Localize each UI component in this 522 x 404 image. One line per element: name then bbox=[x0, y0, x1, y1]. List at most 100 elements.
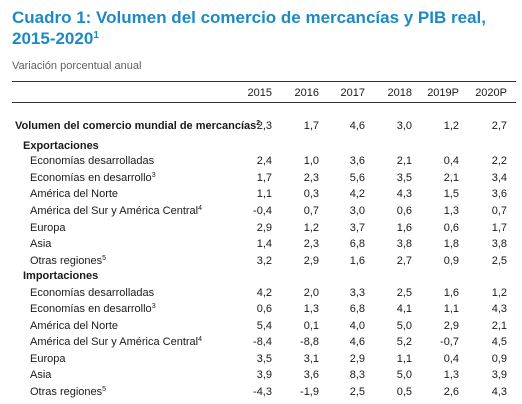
table-row: Asia 1,4 2,3 6,8 3,8 1,8 3,8 bbox=[0, 236, 522, 252]
table-row: Economías en desarrollo3 0,6 1,3 6,8 4,1 1,1 4… bbox=[0, 301, 522, 317]
cell-2019p: 0,6 bbox=[443, 222, 459, 234]
row-label-text: América del Norte bbox=[30, 188, 119, 200]
cell-2019p: 0,9 bbox=[443, 255, 459, 267]
row-label: Economías en desarrollo3 bbox=[30, 301, 156, 317]
cell-2019p: 1,8 bbox=[443, 238, 459, 250]
cell-2018: 2,7 bbox=[396, 255, 412, 267]
row-label-text: Otras regiones bbox=[30, 386, 103, 398]
cell-2020p: 1,2 bbox=[491, 287, 507, 299]
cell-2016: 1,7 bbox=[303, 120, 319, 132]
cell-2016: 0,3 bbox=[303, 188, 319, 200]
cell-2017: 3,6 bbox=[349, 155, 365, 167]
row-label-text: Europa bbox=[30, 353, 66, 365]
footnote-marker: 3 bbox=[151, 303, 156, 310]
cell-2019p: 2,9 bbox=[443, 320, 459, 332]
cell-2015: 1,7 bbox=[256, 172, 272, 184]
cell-2020p: 3,4 bbox=[491, 172, 507, 184]
row-label: Otras regiones5 bbox=[30, 253, 106, 269]
cell-2019p: 1,1 bbox=[443, 303, 459, 315]
header-rule bbox=[12, 102, 516, 103]
row-label: Otras regiones5 bbox=[30, 384, 106, 400]
cell-2020p: 2,7 bbox=[491, 120, 507, 132]
row-label-text: Economías en desarrollo bbox=[30, 172, 152, 184]
cell-2017: 5,6 bbox=[349, 172, 365, 184]
cell-2018: 2,1 bbox=[396, 155, 412, 167]
footnote-marker: 2 bbox=[256, 120, 261, 127]
cell-2019p: 2,6 bbox=[443, 386, 459, 398]
table-title: Cuadro 1: Volumen del comercio de mercan… bbox=[12, 7, 512, 49]
cell-2018: 4,3 bbox=[396, 188, 412, 200]
cell-2019p: 1,6 bbox=[443, 287, 459, 299]
footnote-marker: 5 bbox=[102, 386, 107, 393]
footnote-marker: 4 bbox=[198, 336, 203, 343]
cell-2015: 1,1 bbox=[256, 188, 272, 200]
cell-2015: 2,4 bbox=[256, 155, 272, 167]
table-subtitle: Variación porcentual anual bbox=[12, 60, 142, 72]
cell-2019p: 1,3 bbox=[443, 205, 459, 217]
cell-2019p: 0,4 bbox=[443, 155, 459, 167]
column-header-2019p: 2019P bbox=[427, 87, 459, 99]
cell-2020p: 0,9 bbox=[491, 353, 507, 365]
title-footnote-marker: 1 bbox=[93, 30, 99, 41]
cell-2017: 4,6 bbox=[349, 336, 365, 348]
cell-2015: 2,3 bbox=[256, 120, 272, 132]
table-row: América del Norte 5,4 0,1 4,0 5,0 2,9 2,1 bbox=[0, 318, 522, 334]
cell-2017: 4,2 bbox=[349, 188, 365, 200]
row-label: Economías desarrolladas bbox=[30, 285, 154, 301]
cell-2020p: 0,7 bbox=[491, 205, 507, 217]
cell-2017: 3,0 bbox=[349, 205, 365, 217]
cell-2018: 5,2 bbox=[396, 336, 412, 348]
cell-2017: 2,9 bbox=[349, 353, 365, 365]
row-label: América del Norte bbox=[30, 318, 118, 334]
cell-2016: -1,9 bbox=[300, 386, 319, 398]
cell-2018: 5,0 bbox=[396, 320, 412, 332]
column-header-2017: 2017 bbox=[340, 87, 365, 99]
cell-2017: 2,5 bbox=[349, 386, 365, 398]
row-label: América del Norte bbox=[30, 186, 118, 202]
cell-2015: 3,5 bbox=[256, 353, 272, 365]
column-header-2018: 2018 bbox=[387, 87, 412, 99]
cell-2020p: 2,1 bbox=[491, 320, 507, 332]
row-label: América del Sur y América Central4 bbox=[30, 334, 202, 350]
cell-2020p: 1,7 bbox=[491, 222, 507, 234]
cell-2018: 1,6 bbox=[396, 222, 412, 234]
cell-2016: 3,6 bbox=[303, 369, 319, 381]
cell-2018: 0,5 bbox=[396, 386, 412, 398]
section-row: Exportaciones bbox=[0, 138, 522, 154]
cell-2020p: 3,8 bbox=[491, 238, 507, 250]
cell-2017: 8,3 bbox=[349, 369, 365, 381]
column-header-2016: 2016 bbox=[294, 87, 319, 99]
row-label: Asia bbox=[30, 236, 51, 252]
row-label: Economías desarrolladas bbox=[30, 153, 154, 169]
cell-2017: 6,8 bbox=[349, 303, 365, 315]
cell-2019p: 2,1 bbox=[443, 172, 459, 184]
row-label-text: Asia bbox=[30, 238, 52, 250]
cell-2017: 4,6 bbox=[349, 120, 365, 132]
cell-2015: 4,2 bbox=[256, 287, 272, 299]
table-row: Economías desarrolladas 4,2 2,0 3,3 2,5 1,6 1,… bbox=[0, 285, 522, 301]
row-label-text: Importaciones bbox=[23, 270, 99, 282]
footnote-marker: 5 bbox=[102, 255, 107, 262]
cell-2016: 2,3 bbox=[303, 172, 319, 184]
cell-2016: 3,1 bbox=[303, 353, 319, 365]
table-row: Asia 3,9 3,6 8,3 5,0 1,3 3,9 bbox=[0, 367, 522, 383]
row-label: Economías en desarrollo3 bbox=[30, 170, 156, 186]
cell-2018: 3,5 bbox=[396, 172, 412, 184]
row-label: Volumen del comercio mundial de mercancí… bbox=[15, 118, 260, 134]
row-label: Europa bbox=[30, 351, 65, 367]
cell-2016: -8,8 bbox=[300, 336, 319, 348]
cell-2015: 3,9 bbox=[256, 369, 272, 381]
cell-2015: 5,4 bbox=[256, 320, 272, 332]
cell-2016: 0,1 bbox=[303, 320, 319, 332]
table-row: América del Sur y América Central4 -8,4 -8… bbox=[0, 334, 522, 350]
cell-2018: 4,1 bbox=[396, 303, 412, 315]
footnote-marker: 4 bbox=[198, 205, 203, 212]
row-label-text: Volumen del comercio mundial de mercancí… bbox=[15, 120, 257, 132]
row-label-text: Otras regiones bbox=[30, 255, 103, 267]
cell-2017: 4,0 bbox=[349, 320, 365, 332]
row-label: Importaciones bbox=[23, 268, 98, 284]
cell-2016: 2,0 bbox=[303, 287, 319, 299]
cell-2015: 0,6 bbox=[256, 303, 272, 315]
cell-2015: -0,4 bbox=[253, 205, 272, 217]
cell-2016: 2,9 bbox=[303, 255, 319, 267]
